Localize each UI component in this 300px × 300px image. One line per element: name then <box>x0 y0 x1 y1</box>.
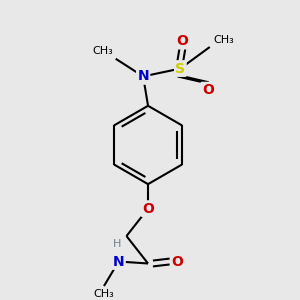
Text: H: H <box>112 239 121 249</box>
Text: CH₃: CH₃ <box>92 46 113 56</box>
Text: O: O <box>142 202 154 216</box>
Text: CH₃: CH₃ <box>214 35 234 45</box>
Text: CH₃: CH₃ <box>94 289 114 299</box>
Text: O: O <box>202 83 214 97</box>
Text: S: S <box>176 61 185 76</box>
Text: O: O <box>172 254 183 268</box>
Text: N: N <box>113 254 124 268</box>
Text: O: O <box>176 34 188 48</box>
Text: N: N <box>137 69 149 83</box>
